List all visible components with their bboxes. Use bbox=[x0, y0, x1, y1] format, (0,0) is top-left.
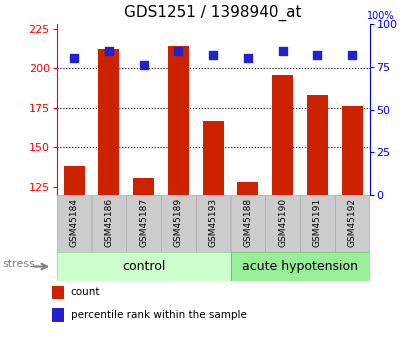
Title: GDS1251 / 1398940_at: GDS1251 / 1398940_at bbox=[124, 5, 302, 21]
Bar bbox=[307, 95, 328, 195]
Text: stress: stress bbox=[3, 259, 36, 268]
Bar bbox=[231, 252, 370, 281]
Bar bbox=[64, 167, 84, 195]
Text: GSM45193: GSM45193 bbox=[209, 198, 218, 247]
Bar bbox=[133, 178, 154, 195]
Bar bbox=[52, 286, 64, 299]
Point bbox=[349, 52, 356, 58]
Text: count: count bbox=[71, 287, 100, 297]
Bar bbox=[272, 75, 293, 195]
Bar bbox=[168, 46, 189, 195]
Bar bbox=[92, 195, 126, 252]
Text: GSM45184: GSM45184 bbox=[70, 198, 79, 247]
Bar bbox=[57, 195, 91, 252]
Bar bbox=[231, 195, 265, 252]
Bar bbox=[265, 195, 300, 252]
Bar bbox=[237, 182, 258, 195]
Bar bbox=[52, 308, 64, 322]
Text: GSM45189: GSM45189 bbox=[174, 198, 183, 247]
Bar bbox=[342, 106, 362, 195]
Text: GSM45186: GSM45186 bbox=[104, 198, 113, 247]
Point bbox=[244, 56, 251, 61]
Text: GSM45190: GSM45190 bbox=[278, 198, 287, 247]
Text: acute hypotension: acute hypotension bbox=[242, 260, 358, 273]
Bar bbox=[300, 195, 335, 252]
Point bbox=[105, 49, 112, 54]
Text: percentile rank within the sample: percentile rank within the sample bbox=[71, 310, 247, 320]
Point bbox=[175, 49, 182, 54]
Text: GSM45188: GSM45188 bbox=[244, 198, 252, 247]
Point bbox=[314, 52, 321, 58]
Point bbox=[140, 62, 147, 68]
Bar bbox=[161, 195, 196, 252]
Text: control: control bbox=[122, 260, 165, 273]
Bar bbox=[57, 252, 231, 281]
Bar bbox=[98, 49, 119, 195]
Bar bbox=[203, 121, 223, 195]
Point bbox=[210, 52, 217, 58]
Bar bbox=[335, 195, 370, 252]
Bar bbox=[126, 195, 161, 252]
Text: 100%: 100% bbox=[367, 11, 395, 21]
Bar bbox=[196, 195, 230, 252]
Point bbox=[279, 49, 286, 54]
Text: GSM45191: GSM45191 bbox=[313, 198, 322, 247]
Text: GSM45187: GSM45187 bbox=[139, 198, 148, 247]
Point bbox=[71, 56, 77, 61]
Text: GSM45192: GSM45192 bbox=[348, 198, 357, 247]
